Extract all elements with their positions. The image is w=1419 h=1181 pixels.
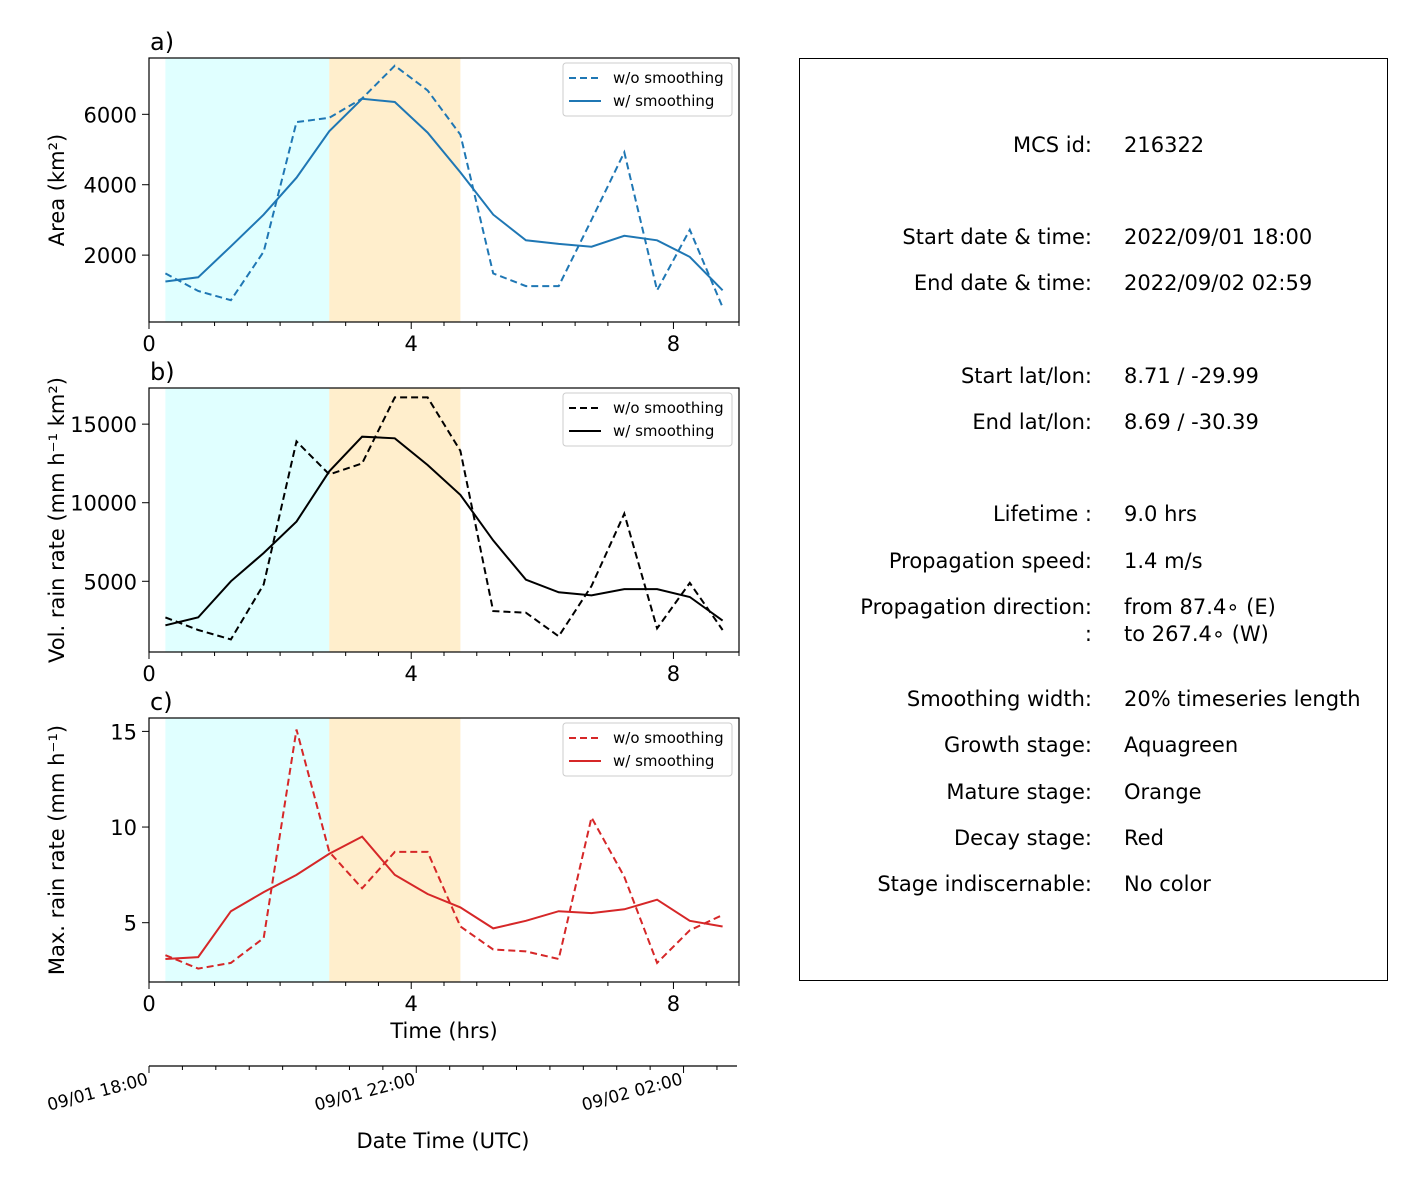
info-label: Stage indiscernable: xyxy=(877,872,1092,896)
legend-label: w/o smoothing xyxy=(613,729,724,747)
date-tick-label: 09/01 22:00 xyxy=(313,1070,418,1116)
info-value: 8.69 / -30.39 xyxy=(1124,410,1259,434)
y-tick-label: 10 xyxy=(110,816,137,840)
x-tick-label: 8 xyxy=(667,992,680,1016)
panel-b: 0 4 8 5000 10000 15000 b) Vol. rain rate (mm h⁻… xyxy=(45,358,740,686)
growth-stage-shading xyxy=(165,388,330,652)
date-tick-label: 09/02 02:00 xyxy=(580,1070,685,1116)
info-value: 216322 xyxy=(1124,133,1205,157)
x-tick-label: 4 xyxy=(405,332,418,356)
y-tick-label: 4000 xyxy=(84,174,137,198)
mcs-info-panel: MCS id: 216322 Start date & time: 2022/0… xyxy=(799,58,1388,981)
info-value: No color xyxy=(1124,872,1211,896)
legend: w/o smoothing w/ smoothing xyxy=(562,722,733,777)
x-axis-label: Time (hrs) xyxy=(389,1019,497,1043)
y-tick-label: 5 xyxy=(124,912,137,936)
legend-box xyxy=(562,722,733,777)
info-value: from 87.4∘ (E) xyxy=(1124,595,1276,619)
legend-label: w/o smoothing xyxy=(613,399,724,417)
legend-label: w/ smoothing xyxy=(613,422,714,440)
info-label: : xyxy=(1084,622,1092,646)
mature-stage-shading xyxy=(329,718,461,982)
series-line-without-smoothing xyxy=(164,64,724,308)
legend-box xyxy=(562,392,733,447)
legend-label: w/o smoothing xyxy=(613,69,724,87)
y-tick-label: 10000 xyxy=(70,492,137,516)
info-label: MCS id: xyxy=(1012,133,1092,157)
info-value: Aquagreen xyxy=(1124,733,1239,757)
info-label: End lat/lon: xyxy=(972,410,1092,434)
info-value: Red xyxy=(1124,826,1164,850)
info-value: 2022/09/02 02:59 xyxy=(1124,271,1313,295)
growth-stage-shading xyxy=(165,718,330,982)
panel-label: c) xyxy=(150,688,173,716)
info-label: Lifetime : xyxy=(992,502,1092,526)
legend-label: w/ smoothing xyxy=(613,92,714,110)
info-label: Mature stage: xyxy=(946,780,1092,804)
info-label: Propagation direction: xyxy=(860,595,1092,619)
panel-label: b) xyxy=(150,358,175,386)
info-value: 1.4 m/s xyxy=(1124,549,1203,573)
info-label: End date & time: xyxy=(913,271,1092,295)
y-axis-label: Vol. rain rate (mm h⁻¹ km²) xyxy=(45,377,69,663)
info-value: Orange xyxy=(1124,780,1202,804)
series-line-with-smoothing xyxy=(165,97,724,292)
info-label: Start date & time: xyxy=(902,225,1092,249)
panel-c: 0 4 8 5 10 15 c) Max. rain rate (mm h⁻¹) Time (h… xyxy=(45,688,740,1043)
y-tick-label: 15 xyxy=(110,720,137,744)
mature-stage-shading xyxy=(329,388,461,652)
panel-label: a) xyxy=(150,28,174,56)
date-axis: 09/01 18:00 09/01 22:00 09/02 02:00 Date Ti… xyxy=(45,1065,737,1153)
y-axis-label: Area (km²) xyxy=(45,134,69,246)
info-value: 9.0 hrs xyxy=(1124,502,1197,526)
x-tick-label: 8 xyxy=(667,332,680,356)
info-value: 8.71 / -29.99 xyxy=(1124,364,1259,388)
growth-stage-shading xyxy=(165,58,330,322)
x-tick-label: 4 xyxy=(405,662,418,686)
series-line-with-smoothing xyxy=(165,435,724,627)
x-tick-label: 4 xyxy=(405,992,418,1016)
info-value: 20% timeseries length xyxy=(1124,687,1361,711)
info-label: Growth stage: xyxy=(943,733,1092,757)
legend: w/o smoothing w/ smoothing xyxy=(562,392,733,447)
series-line-without-smoothing xyxy=(165,729,724,970)
info-value: 2022/09/01 18:00 xyxy=(1124,225,1313,249)
series-line-with-smoothing xyxy=(165,835,723,960)
mature-stage-shading xyxy=(329,58,461,322)
legend-box xyxy=(562,62,733,117)
legend: w/o smoothing w/ smoothing xyxy=(562,62,733,117)
y-tick-label: 15000 xyxy=(70,413,137,437)
info-label: Smoothing width: xyxy=(906,687,1092,711)
info-label: Propagation speed: xyxy=(888,549,1092,573)
info-label: Decay stage: xyxy=(954,826,1092,850)
y-tick-label: 6000 xyxy=(84,103,137,127)
date-tick-label: 09/01 18:00 xyxy=(45,1070,150,1116)
legend-label: w/ smoothing xyxy=(613,752,714,770)
info-label: Start lat/lon: xyxy=(960,364,1092,388)
series-line-without-smoothing xyxy=(165,396,724,641)
x-tick-label: 8 xyxy=(667,662,680,686)
y-tick-label: 5000 xyxy=(84,570,137,594)
x-tick-label: 0 xyxy=(142,992,155,1016)
y-axis-label: Max. rain rate (mm h⁻¹) xyxy=(45,725,69,975)
y-tick-label: 2000 xyxy=(84,244,137,268)
panel-a: 0 4 8 2000 4000 6000 a) Area (km²) w/o smoothing… xyxy=(45,28,740,356)
date-axis-label: Date Time (UTC) xyxy=(357,1129,530,1153)
x-tick-label: 0 xyxy=(142,332,155,356)
info-value: to 267.4∘ (W) xyxy=(1124,622,1269,646)
x-tick-label: 0 xyxy=(142,662,155,686)
